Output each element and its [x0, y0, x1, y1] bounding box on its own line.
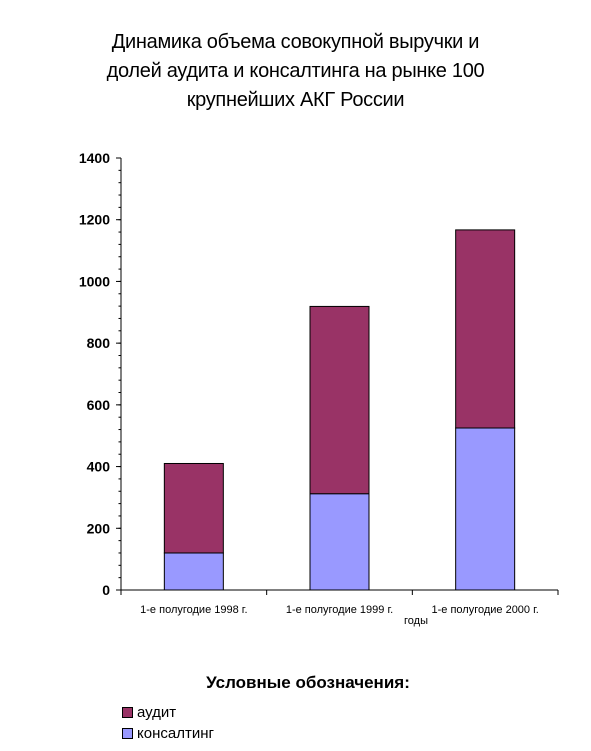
bar-consulting	[455, 427, 516, 591]
legend-item-audit: аудит	[122, 703, 176, 721]
legend-item-consulting: консалтинг	[122, 724, 214, 742]
y-tick-label: 1000	[79, 273, 110, 289]
y-tick-label: 200	[87, 520, 111, 536]
x-category-label: 1-е полугодие 1999 г.	[286, 604, 393, 616]
legend-swatch-consulting	[122, 727, 133, 739]
y-tick-label: 0	[102, 582, 110, 598]
y-tick-label: 1200	[79, 212, 110, 228]
x-axis-label: годы	[404, 615, 428, 627]
y-tick-label: 400	[87, 459, 111, 475]
x-category-label: 1-е полугодие 1998 г.	[140, 604, 247, 616]
bar-audit	[163, 462, 224, 554]
legend-label-audit: аудит	[137, 703, 177, 721]
legend-swatch-audit	[122, 706, 133, 718]
chart-title-line-1: Динамика объема совокупной выручки и	[111, 31, 480, 53]
bar-consulting	[163, 552, 224, 591]
chart-title: Динамика объема совокупной выручки и дол…	[0, 28, 591, 115]
bar-audit	[309, 305, 370, 495]
legend-label-consulting: консалтинг	[137, 724, 214, 742]
legend-title: Условные обозначения:	[206, 673, 410, 692]
y-tick-label: 800	[87, 335, 111, 351]
bar-audit	[455, 229, 516, 429]
x-category-label: 1-е полугодие 2000 г.	[431, 604, 538, 616]
bar-consulting	[309, 493, 370, 591]
y-tick-label: 1400	[79, 150, 110, 166]
y-tick-label: 600	[87, 397, 111, 413]
chart-title-line-2: долей аудита и консалтинга на рынке 100	[106, 60, 485, 82]
chart-title-line-3: крупнейших АКГ России	[186, 89, 405, 111]
